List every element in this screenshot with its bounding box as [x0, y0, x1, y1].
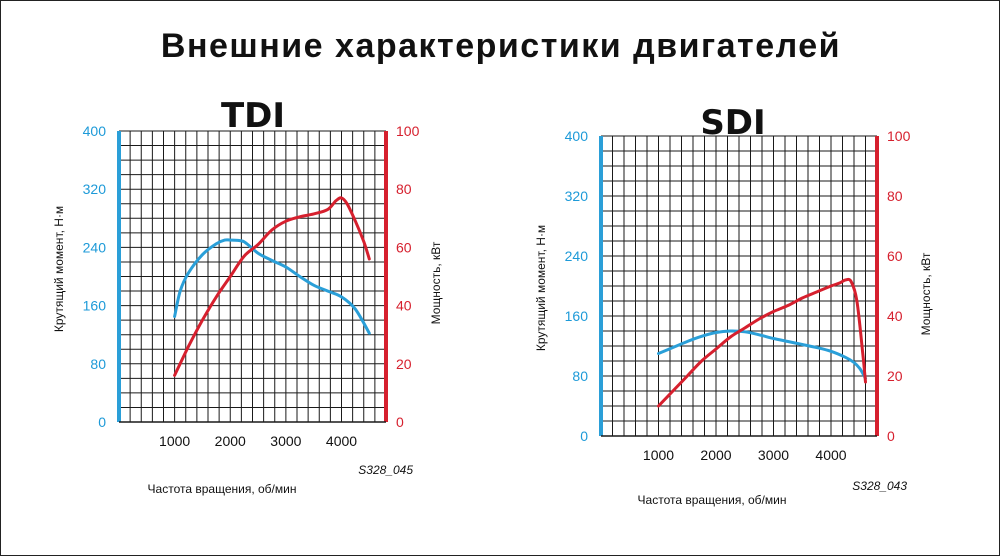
chart-tdi-power-line [173, 196, 371, 377]
chart-sdi-tick-right-0: 0 [887, 428, 895, 444]
chart-sdi-tick-right-60: 60 [887, 248, 903, 264]
chart-tdi-tick-right-20: 20 [396, 356, 412, 372]
chart-tdi-ylabel-right: Мощность, кВт [429, 241, 443, 324]
chart-tdi-tick-right-40: 40 [396, 298, 412, 314]
chart-tdi-tick-right-80: 80 [396, 181, 412, 197]
chart-tdi-tick-right-0: 0 [396, 414, 404, 430]
chart-sdi-torque-line [657, 329, 867, 380]
chart-sdi-tick-left-160: 160 [565, 308, 589, 324]
chart-tdi-tick-right-100: 100 [396, 123, 420, 139]
chart-sdi-tick-right-80: 80 [887, 188, 903, 204]
chart-tdi-tick-left-160: 160 [83, 298, 107, 314]
chart-tdi-tick-left-400: 400 [83, 123, 107, 139]
chart-sdi: SDI S328_043 Частота вращения, об/мин Кр… [534, 103, 933, 507]
chart-sdi-tick-left-240: 240 [565, 248, 589, 264]
chart-tdi-tick-left-320: 320 [83, 181, 107, 197]
chart-sdi-tick-right-40: 40 [887, 308, 903, 324]
chart-tdi-title: TDI [221, 96, 285, 136]
chart-sdi-tick-x-1000: 1000 [643, 447, 674, 463]
chart-tdi-tick-x-2000: 2000 [215, 433, 246, 449]
chart-sdi-power-line [657, 277, 867, 408]
chart-tdi-tick-right-60: 60 [396, 239, 412, 255]
chart-tdi-tick-left-240: 240 [83, 239, 107, 255]
chart-tdi-code: S328_045 [358, 463, 413, 477]
chart-tdi-tick-x-3000: 3000 [270, 433, 301, 449]
chart-tdi-tick-left-0: 0 [98, 414, 106, 430]
chart-tdi-tick-left-80: 80 [90, 356, 106, 372]
chart-tdi-tick-x-1000: 1000 [159, 433, 190, 449]
chart-sdi-ylabel-left: Крутящий момент, Н·м [534, 225, 548, 351]
chart-sdi-tick-x-3000: 3000 [758, 447, 789, 463]
chart-sdi-tick-left-400: 400 [565, 128, 589, 144]
chart-sdi-code: S328_043 [852, 479, 907, 493]
chart-sdi-tick-left-80: 80 [572, 368, 588, 384]
page-title: Внешние характеристики двигателей [160, 27, 842, 65]
chart-tdi-grid [119, 130, 386, 422]
chart-sdi-tick-x-2000: 2000 [700, 447, 731, 463]
chart-sdi-title: SDI [700, 103, 765, 143]
chart-tdi-xlabel: Частота вращения, об/мин [148, 482, 297, 496]
chart-sdi-tick-right-100: 100 [887, 128, 911, 144]
chart-sdi-ylabel-right: Мощность, кВт [919, 252, 933, 335]
chart-tdi-tick-x-4000: 4000 [326, 433, 357, 449]
chart-tdi: TDI S328_045 Частота вращения, об/мин Кр… [52, 96, 443, 496]
chart-sdi-tick-right-20: 20 [887, 368, 903, 384]
chart-sdi-tick-left-0: 0 [580, 428, 588, 444]
chart-sdi-xlabel: Частота вращения, об/мин [638, 493, 787, 507]
chart-tdi-ylabel-left: Крутящий момент, Н·м [52, 206, 66, 332]
chart-sdi-grid [601, 135, 877, 436]
chart-sdi-tick-left-320: 320 [565, 188, 589, 204]
chart-sdi-tick-x-4000: 4000 [815, 447, 846, 463]
